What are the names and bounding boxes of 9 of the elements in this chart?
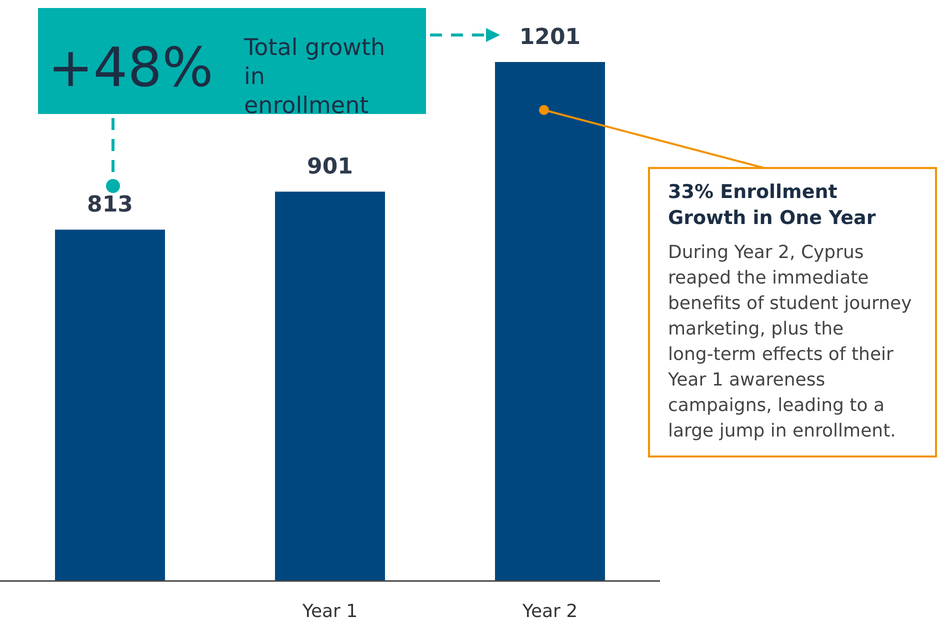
annotation: Total growth in enrollment [243,35,386,119]
data-label: 813 [87,192,133,218]
x-tick-label: Year 1 [301,601,358,622]
data-label: 901 [307,154,353,180]
data-label: 1201 [519,25,581,50]
text: During Year 2, Cyprus reaped the immediate benefits of student journey marketing, plus the long-term effects of their Year 1 awareness campaigns, leading to a large jump in enrollment. [667,242,912,442]
annotation: +48% [48,36,214,99]
x-tick-label: Year 2 [521,601,578,622]
text: 33% Enrollment Growth in One Year [668,181,876,229]
